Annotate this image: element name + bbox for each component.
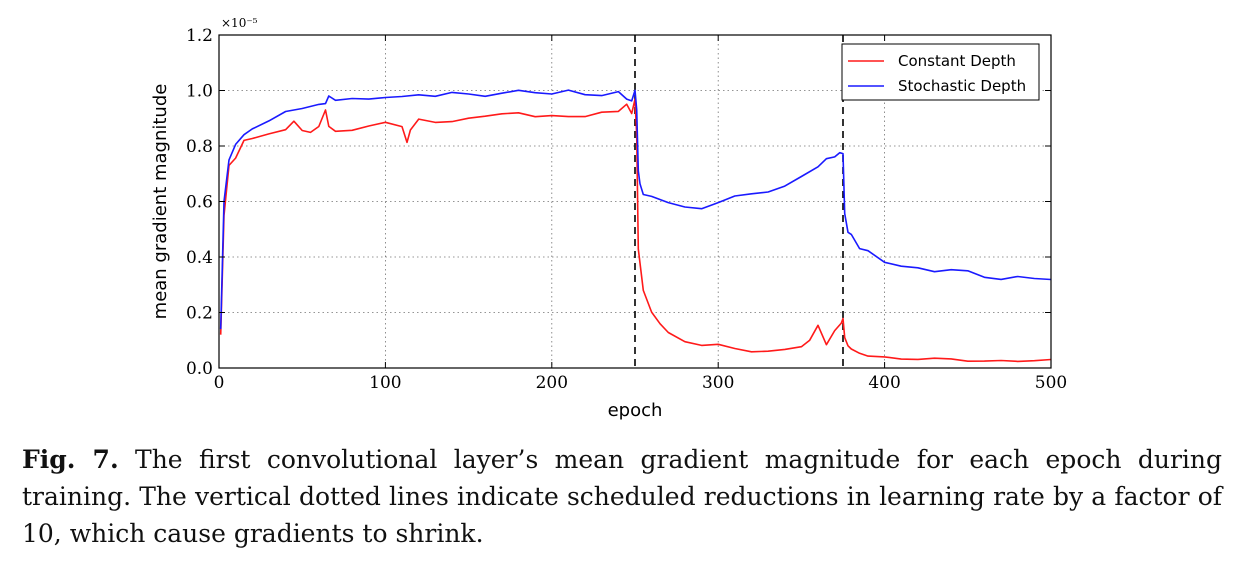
y-scale-label: ×10⁻⁵: [221, 16, 258, 30]
x-tick-label: 500: [1035, 373, 1067, 393]
x-axis-label: epoch: [608, 400, 663, 421]
y-tick-label: 0.0: [186, 359, 213, 379]
x-tick-label: 200: [536, 373, 568, 393]
axis-ticks: 0 100 200 300 400 500 0.0 0.2 0.4 0.6 0.8 1.0 1.2: [186, 26, 1067, 393]
caption-text: The first convolutional layer’s mean gra…: [22, 445, 1222, 548]
lr-reduction-lines: [634, 35, 844, 368]
legend-label-stochastic-depth: Stochastic Depth: [898, 77, 1026, 95]
series-line-constant-depth: [219, 98, 1052, 363]
y-axis-label: mean gradient magnitude: [150, 84, 171, 320]
figure-label: Fig. 7.: [22, 445, 119, 474]
legend: Constant Depth Stochastic Depth: [841, 43, 1040, 101]
y-tick-label: 1.2: [186, 26, 213, 46]
series-line-stochastic-depth: [219, 89, 1052, 330]
legend-label-constant-depth: Constant Depth: [898, 52, 1016, 70]
y-tick-label: 1.0: [186, 82, 213, 102]
x-tick-label: 300: [702, 373, 734, 393]
figure-chart: 0 100 200 300 400 500 0.0 0.2 0.4 0.6 0.8 1.0 1.2 ×1…: [150, 16, 1067, 421]
figure-caption: Fig. 7. The first convolutional layer’s …: [22, 441, 1222, 552]
x-tick-label: 400: [868, 373, 900, 393]
y-tick-label: 0.8: [186, 137, 213, 157]
x-tick-label: 100: [369, 373, 401, 393]
line-chart: 0 100 200 300 400 500 0.0 0.2 0.4 0.6 0.8 1.0 1.2 ×1…: [150, 16, 1067, 421]
y-tick-label: 0.2: [186, 304, 213, 324]
series-lines: [219, 89, 1052, 363]
x-tick-label: 0: [214, 373, 225, 393]
legend-box: [841, 43, 1040, 101]
y-tick-label: 0.6: [186, 193, 213, 213]
y-tick-label: 0.4: [186, 248, 213, 268]
